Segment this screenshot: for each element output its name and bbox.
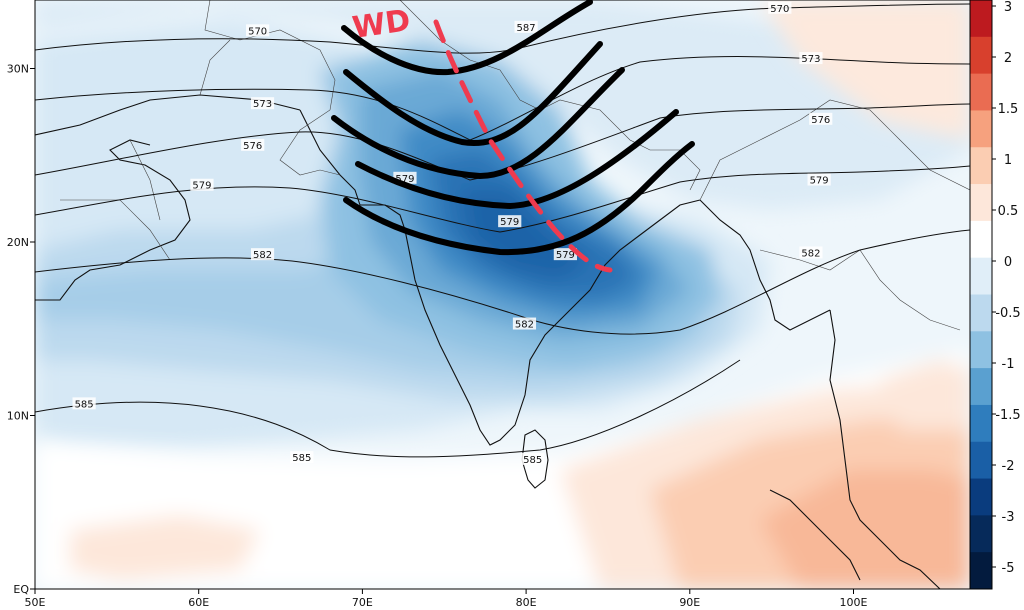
colorbar-segment [970,110,992,148]
contour-label-bg [799,246,823,259]
latitude-axis: 30N 20N 10N EQ [7,63,35,596]
colorbar-segment [970,36,992,75]
contour-label-bg [290,451,314,464]
contour-label: 570 [770,4,789,15]
lat-tick-label: 20N [7,236,29,249]
contour-label-bg [250,248,275,261]
colorbar: 3 2 1.5 1 0.5 0 -0.5 -1 -1.5 -2 -3 -5 [969,0,1021,590]
contour-label-bg [807,173,831,186]
colorbar-label: -1 [1002,357,1015,372]
colorbar-label: -3 [1002,510,1015,525]
contour-label-bg [768,1,792,14]
contour-label-bg [498,215,522,228]
contour-label-bg [553,248,577,261]
contour-576 [35,103,970,181]
contour-label: 579 [500,217,519,228]
colorbar-segment [970,552,992,590]
lon-tick-label: 100E [840,596,868,609]
trough-arc-5 [343,141,695,256]
colorbar-label: -5 [1002,561,1015,576]
wd-axis-dashed-line [433,19,613,273]
colorbar-segment [970,478,992,516]
lon-tick-label: 90E [679,596,700,609]
contour-label-bg [241,138,265,151]
colorbar-label: 3 [1004,0,1012,15]
contour-label-bg [799,52,823,65]
contour-label-bg [72,397,96,410]
wd-annotation-label: WD [350,3,412,46]
colorbar-segment [970,294,992,332]
contour-label-bg [512,317,537,330]
contour-label: 576 [243,141,262,152]
contour-label-bg [809,112,833,125]
colorbar-frame [969,0,993,590]
contour-label-bg [521,452,545,465]
colorbar-segment [970,257,992,295]
contour-label-bg [514,20,538,33]
longitude-axis: 50E 60E 70E 80E 90E 100E [25,589,868,609]
contour-label-bg [250,97,275,110]
anomaly-shading [35,0,970,589]
contour-label: 579 [192,181,211,192]
colorbar-label: -1.5 [995,408,1020,423]
lon-tick-label: 80E [516,596,537,609]
lat-tick-label: 30N [7,63,29,76]
contour-label: 579 [395,174,414,185]
colorbar-segment [970,404,992,443]
colorbar-label: 2 [1004,51,1012,66]
colorbar-segment [970,184,992,222]
lat-tick-label: 10N [7,410,29,423]
contour-label: 576 [811,115,830,126]
contour-label: 585 [523,455,542,466]
colorbar-segment [970,220,992,259]
contour-label: 573 [253,99,272,110]
contour-label: 587 [517,23,536,34]
colorbar-label: 1.5 [998,102,1019,117]
colorbar-label: 1 [1004,153,1012,168]
contour-label: 585 [75,399,94,410]
trough-arc-4 [355,109,679,209]
colorbar-segment [970,147,992,185]
colorbar-segment [970,331,992,369]
colorbar-label: 0.5 [998,204,1019,219]
trough-arc-1 [341,0,593,76]
colorbar-label: -2 [1002,459,1015,474]
trough-arc-3 [331,67,625,179]
coastlines [35,94,941,589]
trough-arcs [331,0,695,256]
colorbar-label: 0 [1004,255,1012,270]
colorbar-segment [970,441,992,480]
contour-585 [35,359,741,458]
contour-label: 582 [801,248,820,259]
contour-label: 585 [292,453,311,464]
contour-label-bg [246,24,270,37]
contour-label: 582 [253,250,272,261]
lon-tick-label: 70E [352,596,373,609]
contour-label: 579 [556,250,575,261]
contour-label: 582 [515,320,534,331]
lon-tick-label: 50E [25,596,46,609]
contour-label: 570 [248,26,267,37]
contour-579 [35,165,970,233]
contour-582 [35,229,970,335]
lon-tick-label: 60E [188,596,209,609]
contour-label: 573 [801,54,820,65]
colorbar-segment [970,515,992,553]
trough-arc-2 [343,41,603,146]
colorbar-label: -0.5 [995,306,1020,321]
colorbar-segment [970,73,992,111]
contour-label: 579 [810,176,829,187]
lat-tick-label: EQ [13,583,29,596]
colorbar-segment [970,0,992,38]
contour-573 [35,56,970,141]
contour-label-bg [190,178,214,191]
colorbar-segment [970,368,992,406]
